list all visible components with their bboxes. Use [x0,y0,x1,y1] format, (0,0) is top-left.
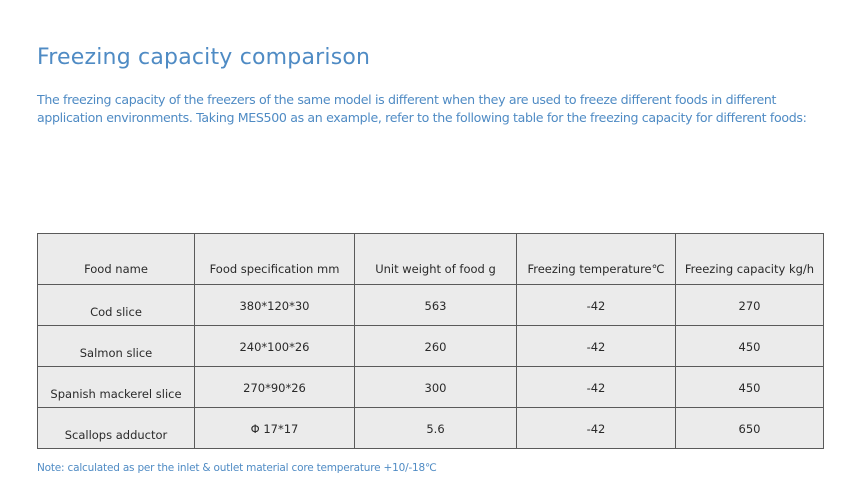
freezing-capacity-cell: 270 [675,284,824,326]
intro-paragraph: The freezing capacity of the freezers of… [37,91,827,127]
table-row: Cod slice 380*120*30 563 -42 270 [37,284,824,326]
column-header: Food name [37,233,195,285]
freezing-capacity-cell: 450 [675,366,824,408]
food-name-cell: Scallops adductor [37,407,195,449]
food-spec-cell: 380*120*30 [194,284,355,326]
table-row: Scallops adductor Φ 17*17 5.6 -42 650 [37,407,824,449]
freezing-capacity-cell: 450 [675,325,824,367]
food-name-cell: Salmon slice [37,325,195,367]
intro-line: The freezing capacity of the freezers of… [37,92,777,107]
footnote: Note: calculated as per the inlet & outl… [37,462,437,474]
freezing-temp-cell: -42 [516,284,676,326]
freezing-temp-cell: -42 [516,366,676,408]
food-name-cell: Cod slice [37,284,195,326]
freezing-capacity-table: Food name Food specification mm Unit wei… [37,233,824,449]
unit-weight-cell: 260 [354,325,517,367]
table-header-row: Food name Food specification mm Unit wei… [37,233,824,285]
column-header: Freezing temperature℃ [516,233,676,285]
unit-weight-cell: 563 [354,284,517,326]
food-spec-cell: Φ 17*17 [194,407,355,449]
freezing-temp-cell: -42 [516,325,676,367]
intro-line: application environments. Taking MES500 … [37,110,807,125]
page-title: Freezing capacity comparison [37,45,371,70]
freezing-temp-cell: -42 [516,407,676,449]
food-spec-cell: 240*100*26 [194,325,355,367]
column-header: Food specification mm [194,233,355,285]
column-header: Unit weight of food g [354,233,517,285]
unit-weight-cell: 300 [354,366,517,408]
column-header: Freezing capacity kg/h [675,233,824,285]
table-row: Salmon slice 240*100*26 260 -42 450 [37,325,824,367]
unit-weight-cell: 5.6 [354,407,517,449]
food-spec-cell: 270*90*26 [194,366,355,408]
food-name-cell: Spanish mackerel slice [37,366,195,408]
freezing-capacity-cell: 650 [675,407,824,449]
table-row: Spanish mackerel slice 270*90*26 300 -42… [37,366,824,408]
